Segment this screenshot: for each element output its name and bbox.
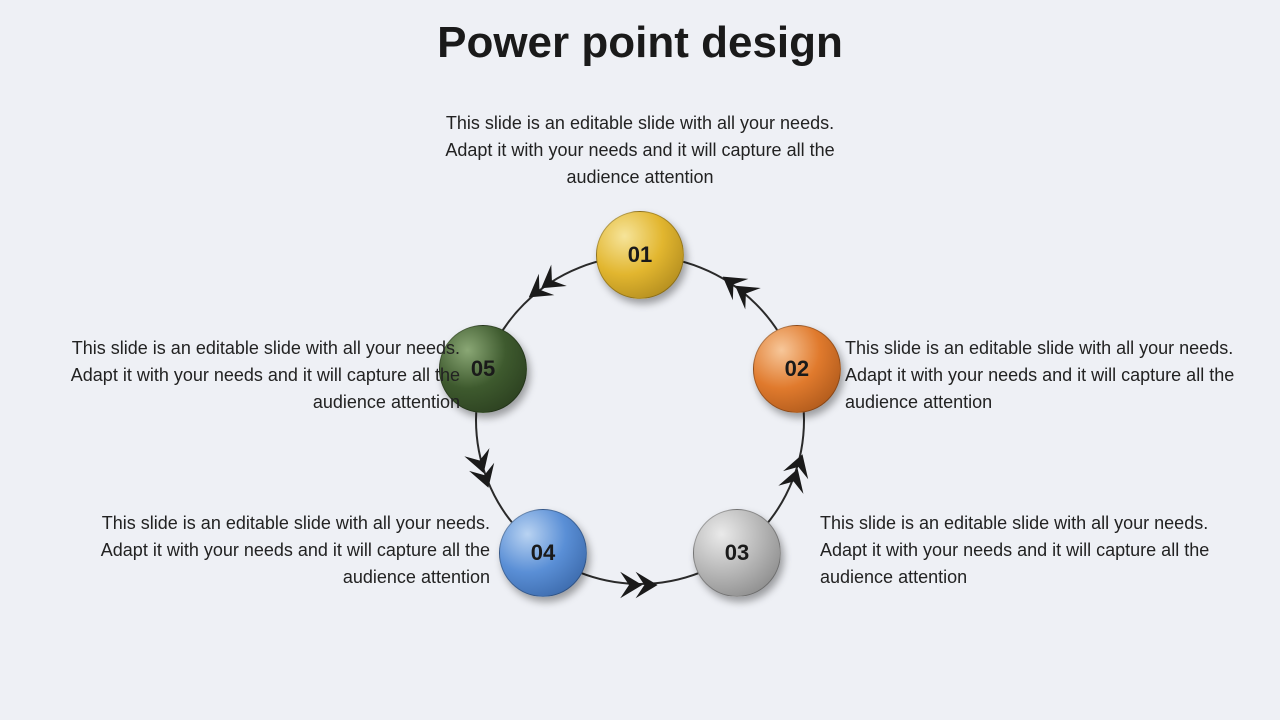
- cycle-node-label: 04: [531, 540, 555, 566]
- cycle-diagram: 01 This slide is an editable slide with a…: [0, 0, 1280, 720]
- cycle-node-04: 04: [499, 509, 587, 597]
- cycle-node-desc-04: This slide is an editable slide with all…: [60, 510, 490, 591]
- cycle-node-02: 02: [753, 325, 841, 413]
- cycle-node-label: 01: [628, 242, 652, 268]
- cycle-node-01: 01: [596, 211, 684, 299]
- cycle-node-03: 03: [693, 509, 781, 597]
- cycle-node-label: 02: [785, 356, 809, 382]
- cycle-node-desc-02: This slide is an editable slide with all…: [845, 335, 1275, 416]
- cycle-node-label: 05: [471, 356, 495, 382]
- cycle-node-desc-01: This slide is an editable slide with all…: [425, 110, 855, 191]
- cycle-node-desc-03: This slide is an editable slide with all…: [820, 510, 1250, 591]
- cycle-arrow-icon: [618, 563, 662, 607]
- cycle-node-label: 03: [725, 540, 749, 566]
- cycle-node-desc-05: This slide is an editable slide with all…: [30, 335, 460, 416]
